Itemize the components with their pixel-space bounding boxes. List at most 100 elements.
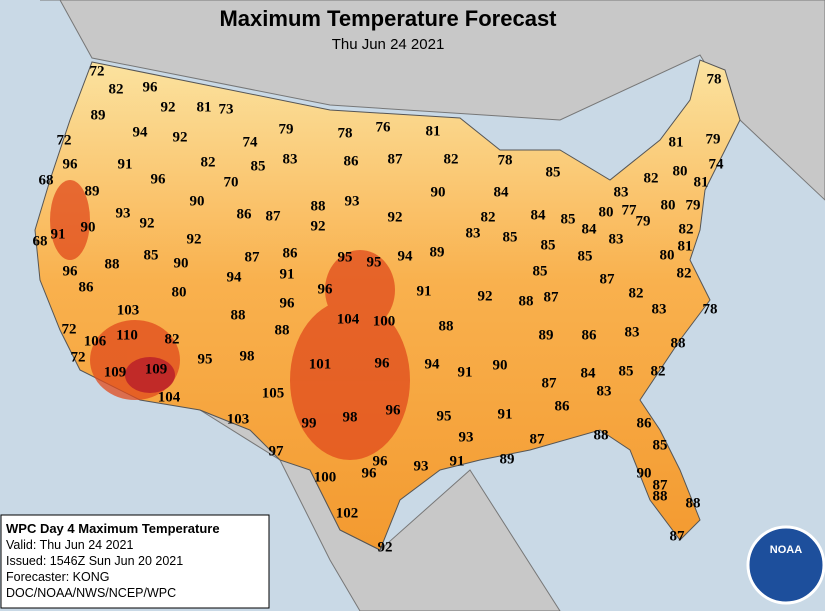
temperature: 82 [201, 154, 216, 170]
temperature: 92 [478, 288, 493, 304]
temperature: 85 [541, 237, 556, 253]
temperature: 96 [362, 465, 378, 481]
temperature: 79 [686, 197, 701, 213]
temperature: 90 [81, 219, 96, 235]
temperature: 93 [116, 205, 131, 221]
temperature: 101 [309, 356, 332, 372]
temperature: 81 [694, 174, 709, 190]
temperature: 83 [609, 231, 624, 247]
temperature: 78 [338, 125, 353, 141]
temperature: 82 [644, 170, 659, 186]
temperature: 86 [637, 415, 653, 431]
temperature: 89 [539, 327, 554, 343]
temperature: 92 [378, 539, 393, 555]
temperature: 72 [57, 132, 72, 148]
temperature: 80 [673, 163, 688, 179]
temperature: 77 [622, 202, 638, 218]
temperature: 84 [581, 365, 597, 381]
temperature: 87 [266, 208, 282, 224]
temperature: 78 [498, 152, 513, 168]
temperature: 105 [262, 385, 285, 401]
temperature: 91 [118, 156, 133, 172]
temperature: 89 [500, 451, 515, 467]
temperature: 91 [417, 283, 432, 299]
temperature: 82 [677, 265, 692, 281]
temperature: 92 [161, 99, 176, 115]
temperature: 85 [533, 263, 548, 279]
temperature: 88 [594, 427, 609, 443]
noaa-logo [746, 525, 825, 605]
temperature: 83 [652, 301, 667, 317]
temperature: 72 [71, 349, 86, 365]
temperature: 74 [243, 134, 259, 150]
info-line: Valid: Thu Jun 24 2021 [6, 538, 133, 552]
temperature: 79 [279, 121, 294, 137]
temperature: 83 [283, 151, 298, 167]
temperature: 84 [582, 221, 598, 237]
temperature: 80 [599, 204, 614, 220]
temperature: 80 [172, 284, 187, 300]
temperature: 89 [430, 244, 445, 260]
temperature: 90 [431, 184, 446, 200]
temperature: 90 [637, 465, 652, 481]
temperature: 92 [140, 215, 155, 231]
temperature: 96 [375, 355, 391, 371]
temperature: 86 [283, 245, 299, 261]
canada [40, 0, 825, 201]
temperature: 86 [237, 206, 253, 222]
temperature: 87 [530, 431, 546, 447]
temperature: 88 [311, 198, 326, 214]
temperature: 83 [625, 324, 640, 340]
temperature: 93 [459, 429, 474, 445]
temperature: 88 [686, 495, 701, 511]
temperature: 106 [84, 333, 107, 349]
temperature: 85 [251, 158, 266, 174]
temperature: 72 [90, 63, 105, 79]
temperature: 94 [227, 269, 243, 285]
temperature: 91 [498, 406, 513, 422]
temperature: 87 [653, 477, 669, 493]
temperature: 76 [376, 119, 392, 135]
temperature: 98 [240, 348, 255, 364]
temperature: 96 [63, 156, 79, 172]
temperature: 104 [158, 389, 181, 405]
temperature: 96 [373, 453, 389, 469]
temperature: 82 [165, 331, 180, 347]
temperature: 89 [91, 107, 106, 123]
temperature: 87 [245, 249, 261, 265]
temperature: 88 [653, 488, 668, 504]
temperature: 88 [439, 318, 454, 334]
temperature: 92 [311, 218, 326, 234]
temperature: 92 [187, 231, 202, 247]
temperature: 82 [444, 151, 459, 167]
temperature: 91 [51, 226, 66, 242]
temperature: 83 [466, 225, 481, 241]
temperature: 91 [458, 364, 473, 380]
temperature: 78 [703, 301, 718, 317]
temperature: 73 [219, 101, 234, 117]
temperature: 82 [481, 209, 496, 225]
temperature: 84 [494, 184, 510, 200]
temperature: 95 [437, 408, 452, 424]
temperature: 110 [116, 327, 138, 343]
temperature: 100 [314, 469, 337, 485]
temperature: 99 [302, 415, 317, 431]
temperature: 80 [661, 197, 676, 213]
temperature: 83 [614, 184, 629, 200]
temperature: 82 [629, 285, 644, 301]
temperature: 87 [600, 271, 616, 287]
temperature: 94 [398, 248, 414, 264]
temperature: 84 [531, 207, 547, 223]
info-line: DOC/NOAA/NWS/NCEP/WPC [6, 586, 176, 600]
temperature: 100 [373, 313, 396, 329]
temperature: 104 [337, 311, 360, 327]
temperature: 96 [280, 295, 296, 311]
temperature: 90 [174, 255, 189, 271]
temperature: 88 [275, 322, 290, 338]
temperature: 74 [709, 156, 725, 172]
temperature: 88 [671, 335, 686, 351]
temperature: 95 [338, 249, 353, 265]
temperature: 82 [679, 221, 694, 237]
